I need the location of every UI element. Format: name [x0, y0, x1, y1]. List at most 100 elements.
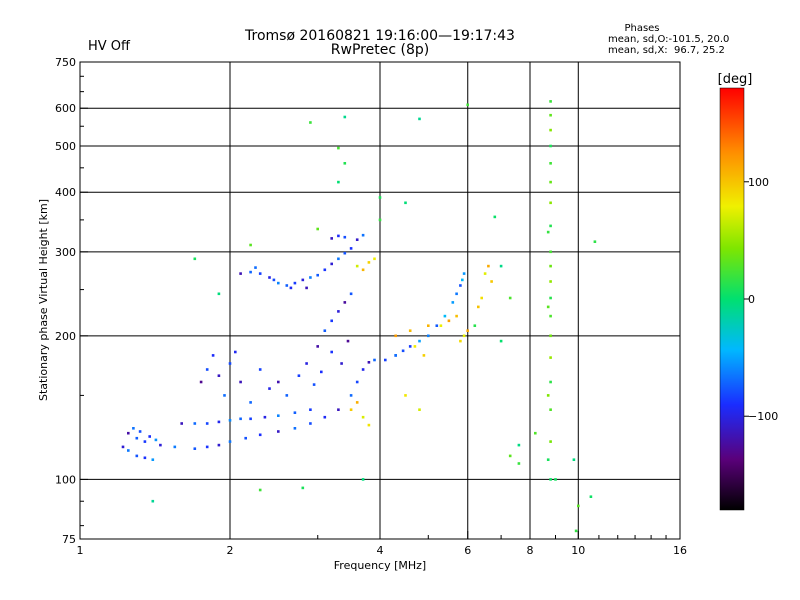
data-point — [408, 345, 412, 348]
data-point — [466, 103, 469, 107]
x-tick-label: 16 — [673, 544, 687, 557]
data-point — [546, 305, 550, 309]
data-point — [443, 314, 447, 318]
data-point — [355, 401, 359, 404]
data-point — [205, 445, 209, 449]
stats-x-mode: mean, sd,X: 96.7, 25.2 — [608, 45, 725, 56]
data-point — [493, 215, 497, 219]
data-point — [572, 458, 576, 461]
data-point — [427, 324, 430, 327]
data-point — [483, 272, 487, 275]
data-point — [337, 257, 340, 261]
y-tick-label: 300 — [55, 246, 76, 259]
data-point — [418, 408, 421, 411]
x-axis-label: Frequency [MHz] — [334, 559, 426, 572]
data-point — [549, 314, 552, 318]
data-point — [217, 374, 221, 377]
data-point — [239, 380, 242, 384]
data-point — [180, 422, 183, 425]
axis-ticks: 1 2 4 6 8 10 16 75 100 200 300 400 500 600 750 — [55, 56, 687, 557]
x-tick-label: 4 — [377, 544, 384, 557]
x-tick-label: 8 — [527, 544, 534, 557]
data-point — [549, 380, 552, 384]
data-point — [249, 417, 252, 421]
data-point — [285, 284, 289, 287]
data-point — [549, 280, 552, 283]
hv-status-label: HV Off — [88, 39, 131, 54]
data-point — [135, 436, 139, 440]
data-point — [361, 268, 365, 272]
y-tick-label: 100 — [55, 473, 76, 486]
y-tick-label: 750 — [55, 56, 76, 69]
data-point — [477, 305, 480, 309]
data-point — [459, 284, 462, 287]
data-point — [293, 281, 297, 285]
data-point — [462, 272, 466, 275]
data-point — [355, 264, 359, 268]
y-tick-label: 400 — [55, 186, 76, 199]
data-point — [277, 414, 280, 417]
data-point — [343, 251, 347, 255]
data-point — [263, 415, 267, 419]
data-point — [549, 264, 552, 268]
data-point — [193, 447, 197, 450]
y-tick-label: 500 — [55, 140, 76, 153]
y-axis-label: Stationary phase Virtual Height [km] — [37, 199, 50, 401]
data-point — [239, 272, 242, 275]
data-point — [349, 408, 353, 411]
data-point — [330, 262, 333, 266]
data-point — [143, 440, 147, 443]
data-point — [217, 292, 221, 296]
data-point — [159, 443, 162, 447]
data-point — [316, 273, 319, 277]
data-point — [554, 478, 557, 481]
data-point — [193, 422, 197, 425]
chart-subtitle: RwPretec (8p) — [331, 42, 429, 58]
data-point — [135, 454, 139, 458]
data-point — [499, 339, 503, 343]
data-point — [132, 427, 135, 430]
data-point — [205, 422, 209, 425]
data-point — [330, 319, 333, 323]
data-point — [361, 233, 365, 237]
y-tick-label: 200 — [55, 330, 76, 343]
colorbar-label: [deg] — [718, 72, 753, 87]
data-point — [301, 278, 305, 282]
data-point — [534, 431, 537, 435]
data-point — [549, 100, 552, 103]
data-point — [343, 162, 347, 165]
data-point — [508, 296, 512, 300]
data-point — [549, 478, 552, 481]
data-point — [361, 478, 365, 481]
data-point — [340, 362, 343, 365]
data-point — [297, 374, 301, 377]
data-point — [239, 417, 242, 421]
data-point — [228, 362, 232, 365]
data-point — [473, 324, 477, 327]
data-point — [349, 292, 353, 296]
data-point — [127, 431, 130, 435]
data-point — [151, 458, 155, 461]
y-tick-label: 600 — [55, 102, 76, 115]
data-point — [323, 268, 327, 272]
data-point — [343, 301, 347, 304]
data-point — [309, 276, 312, 279]
data-point — [455, 314, 458, 318]
data-point — [305, 286, 308, 290]
data-point — [549, 250, 552, 254]
data-point — [361, 368, 365, 371]
data-point — [249, 270, 252, 274]
data-point — [408, 329, 412, 332]
data-point — [277, 380, 280, 384]
data-point — [277, 430, 280, 433]
data-point — [323, 415, 327, 419]
data-point — [367, 261, 371, 264]
data-point — [343, 235, 347, 239]
data-point — [549, 296, 552, 300]
data-point — [546, 394, 550, 397]
data-point — [244, 436, 247, 440]
data-point — [148, 435, 151, 438]
data-point — [549, 128, 552, 132]
colorbar-tick-label: 100 — [748, 176, 769, 189]
data-point — [272, 278, 276, 282]
